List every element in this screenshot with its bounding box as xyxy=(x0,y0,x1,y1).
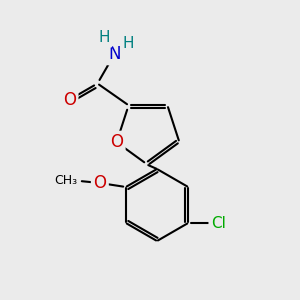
Text: Cl: Cl xyxy=(211,215,226,230)
Text: O: O xyxy=(110,133,123,151)
Text: H: H xyxy=(99,30,110,45)
Text: O: O xyxy=(93,174,106,192)
Text: N: N xyxy=(108,45,121,63)
Text: H: H xyxy=(123,36,134,51)
Text: O: O xyxy=(63,91,76,109)
Text: CH₃: CH₃ xyxy=(55,175,78,188)
